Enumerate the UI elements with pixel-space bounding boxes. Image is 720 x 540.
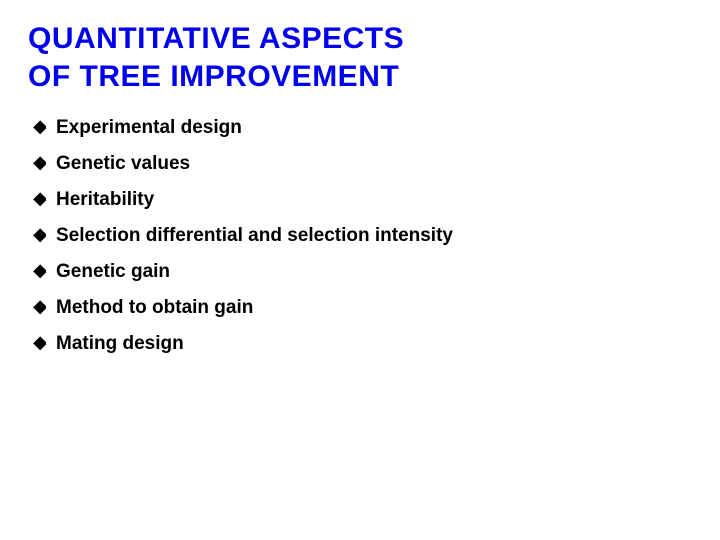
list-item: Experimental design bbox=[28, 117, 692, 139]
bullet-label: Method to obtain gain bbox=[56, 297, 253, 319]
bullet-label: Genetic gain bbox=[56, 261, 170, 283]
diamond-bullet-icon bbox=[28, 335, 46, 353]
title-line-1: QUANTITATIVE ASPECTS bbox=[28, 22, 404, 55]
bullet-label: Mating design bbox=[56, 333, 184, 355]
list-item: Genetic gain bbox=[28, 261, 692, 283]
list-item: Mating design bbox=[28, 333, 692, 355]
diamond-bullet-icon bbox=[28, 191, 46, 209]
diamond-bullet-icon bbox=[28, 155, 46, 173]
bullet-label: Heritability bbox=[56, 189, 154, 211]
bullet-label: Experimental design bbox=[56, 117, 242, 139]
list-item: Method to obtain gain bbox=[28, 297, 692, 319]
bullet-label: Genetic values bbox=[56, 153, 190, 175]
title-line-2: OF TREE IMPROVEMENT bbox=[28, 60, 399, 93]
diamond-bullet-icon bbox=[28, 299, 46, 317]
slide-title: QUANTITATIVE ASPECTS OF TREE IMPROVEMENT bbox=[28, 20, 692, 95]
list-item: Selection differential and selection int… bbox=[28, 225, 692, 247]
diamond-bullet-icon bbox=[28, 227, 46, 245]
bullet-label: Selection differential and selection int… bbox=[56, 225, 453, 247]
diamond-bullet-icon bbox=[28, 263, 46, 281]
bullet-list: Experimental design Genetic values Herit… bbox=[28, 117, 692, 355]
list-item: Genetic values bbox=[28, 153, 692, 175]
list-item: Heritability bbox=[28, 189, 692, 211]
diamond-bullet-icon bbox=[28, 119, 46, 137]
